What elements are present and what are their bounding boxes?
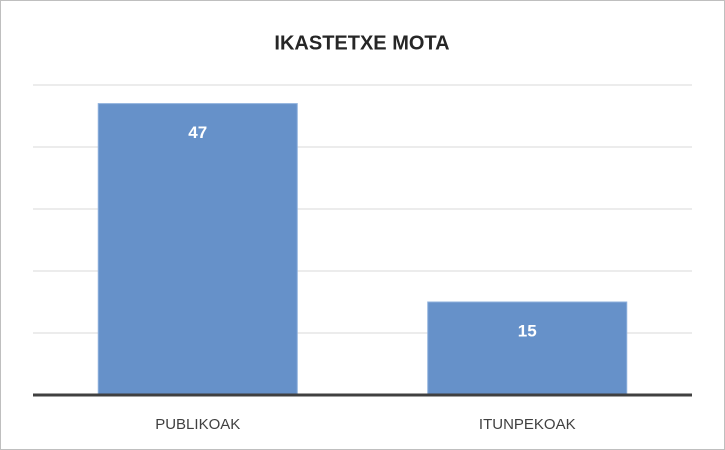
bar [427, 301, 628, 396]
x-tick-label: ITUNPEKOAK [479, 416, 576, 433]
bar [97, 103, 298, 396]
chart-title: IKASTETXE MOTA [274, 32, 449, 54]
x-tick-label: PUBLIKOAK [155, 416, 240, 433]
data-label: 15 [518, 321, 537, 340]
data-label: 47 [188, 123, 207, 142]
